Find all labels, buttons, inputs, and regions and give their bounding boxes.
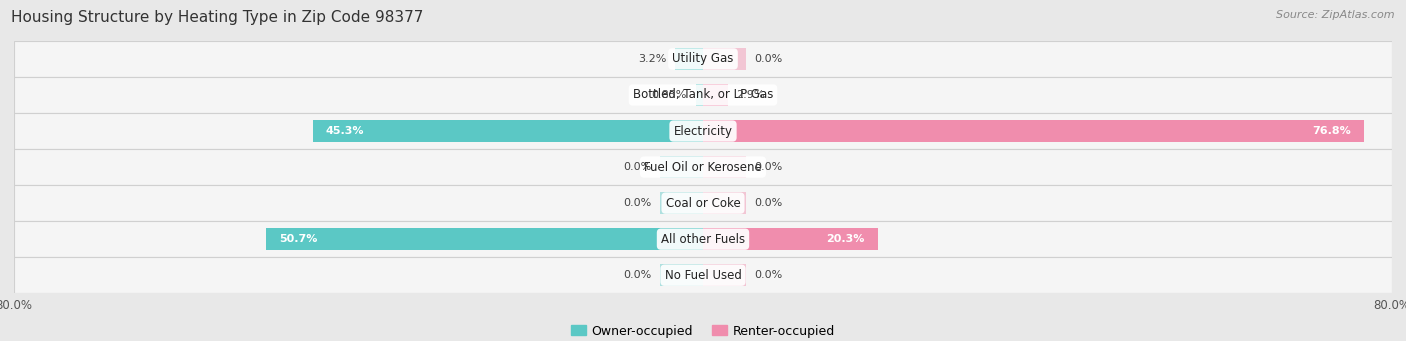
Bar <box>314 120 703 142</box>
Bar <box>14 185 1392 221</box>
Text: Electricity: Electricity <box>673 124 733 137</box>
Text: Coal or Coke: Coal or Coke <box>665 197 741 210</box>
Text: 45.3%: 45.3% <box>326 126 364 136</box>
Bar <box>14 41 1392 77</box>
Bar <box>703 48 747 70</box>
Text: No Fuel Used: No Fuel Used <box>665 269 741 282</box>
Bar <box>659 264 703 286</box>
Bar <box>696 84 703 106</box>
Text: Source: ZipAtlas.com: Source: ZipAtlas.com <box>1277 10 1395 20</box>
Text: 50.7%: 50.7% <box>280 234 318 244</box>
Bar <box>14 149 1392 185</box>
Bar <box>14 77 1392 113</box>
Text: Bottled, Tank, or LP Gas: Bottled, Tank, or LP Gas <box>633 89 773 102</box>
Text: 0.0%: 0.0% <box>623 270 651 280</box>
Text: 0.85%: 0.85% <box>652 90 688 100</box>
Text: 0.0%: 0.0% <box>623 162 651 172</box>
Bar <box>266 228 703 250</box>
Bar <box>659 156 703 178</box>
Text: 76.8%: 76.8% <box>1313 126 1351 136</box>
Text: 2.9%: 2.9% <box>737 90 765 100</box>
Text: Housing Structure by Heating Type in Zip Code 98377: Housing Structure by Heating Type in Zip… <box>11 10 423 25</box>
Bar <box>14 257 1392 293</box>
Bar <box>675 48 703 70</box>
Text: 0.0%: 0.0% <box>755 198 783 208</box>
Legend: Owner-occupied, Renter-occupied: Owner-occupied, Renter-occupied <box>565 320 841 341</box>
Bar <box>703 84 728 106</box>
Bar <box>14 113 1392 149</box>
Text: 0.0%: 0.0% <box>755 162 783 172</box>
Bar <box>703 264 747 286</box>
Text: 0.0%: 0.0% <box>755 54 783 64</box>
Text: All other Fuels: All other Fuels <box>661 233 745 246</box>
Bar <box>703 156 747 178</box>
Bar <box>703 228 877 250</box>
Bar <box>14 221 1392 257</box>
Text: 0.0%: 0.0% <box>755 270 783 280</box>
Bar <box>659 192 703 214</box>
Text: 0.0%: 0.0% <box>623 198 651 208</box>
Bar <box>703 120 1364 142</box>
Text: Fuel Oil or Kerosene: Fuel Oil or Kerosene <box>644 161 762 174</box>
Bar <box>703 192 747 214</box>
Text: 20.3%: 20.3% <box>827 234 865 244</box>
Text: Utility Gas: Utility Gas <box>672 53 734 65</box>
Text: 3.2%: 3.2% <box>638 54 666 64</box>
